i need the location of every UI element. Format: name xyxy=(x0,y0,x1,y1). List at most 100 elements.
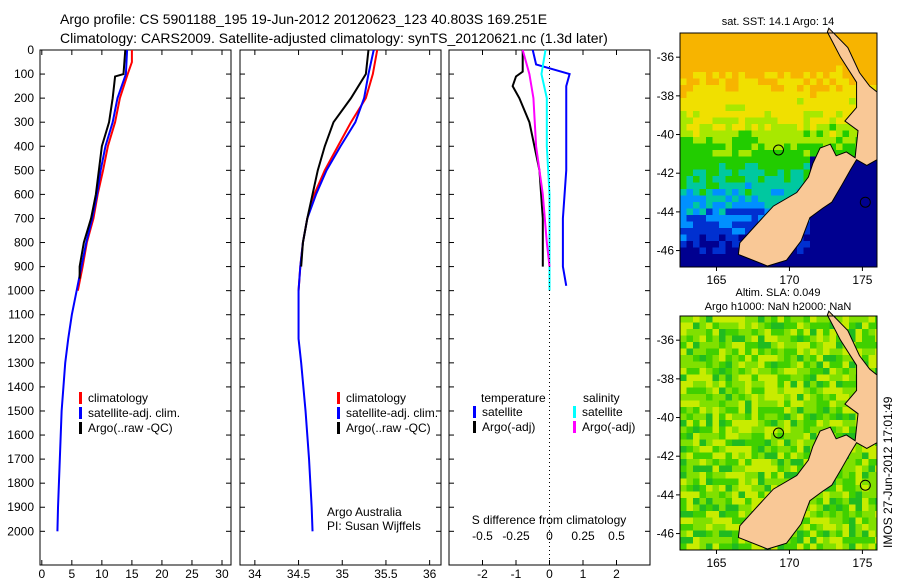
map-cell xyxy=(790,59,798,66)
map-cell xyxy=(693,335,700,343)
legend-label: Argo(..raw -QC) xyxy=(88,421,173,435)
map-cell xyxy=(764,189,772,196)
map-cell xyxy=(725,137,733,144)
map-cell xyxy=(680,137,687,144)
map-cell xyxy=(790,104,798,112)
map-cell xyxy=(751,156,759,164)
map-cell xyxy=(868,202,876,209)
map-cell xyxy=(797,316,804,323)
map-cell xyxy=(784,137,791,144)
map-cell xyxy=(738,368,746,375)
map-cell xyxy=(745,130,752,138)
map-cell xyxy=(816,342,824,349)
map-cell xyxy=(875,335,877,343)
map-cell xyxy=(790,394,798,401)
map-cell xyxy=(725,195,733,203)
map-cell xyxy=(829,111,837,118)
map-cell xyxy=(680,543,687,550)
map-cell xyxy=(764,316,772,323)
map-cell xyxy=(699,260,707,267)
sst-map-title: sat. SST: 14.1 Argo: 14 xyxy=(722,16,835,28)
map-cell xyxy=(771,394,778,401)
map-cell xyxy=(868,517,876,525)
map-cell xyxy=(693,491,700,499)
map-cell xyxy=(732,465,739,473)
map-cell xyxy=(745,459,752,466)
lon-tick-label: 175 xyxy=(852,556,872,570)
map-cell xyxy=(699,537,707,544)
map-cell xyxy=(855,329,863,336)
map-cell xyxy=(719,260,726,267)
map-cell xyxy=(680,342,687,349)
map-cell xyxy=(680,91,687,99)
map-cell xyxy=(680,368,687,375)
map-cell xyxy=(875,202,877,209)
map-cell xyxy=(842,524,850,531)
map-cell xyxy=(862,208,869,216)
map-cell xyxy=(706,413,713,421)
map-cell xyxy=(712,176,720,183)
map-cell xyxy=(712,511,720,518)
map-cell xyxy=(725,530,733,538)
map-cell xyxy=(745,65,752,73)
map-cell xyxy=(738,124,746,131)
map-cell xyxy=(849,33,856,40)
map-cell xyxy=(738,498,746,505)
map-cell xyxy=(725,221,733,229)
map-cell xyxy=(842,504,850,512)
map-cell xyxy=(842,387,850,395)
map-cell xyxy=(823,407,830,414)
map-cell xyxy=(823,504,830,512)
map-cell xyxy=(725,459,733,466)
map-cell xyxy=(790,361,798,369)
map-cell xyxy=(823,355,830,362)
map-cell xyxy=(712,439,720,447)
map-cell xyxy=(758,150,765,157)
map-cell xyxy=(706,342,713,349)
map-cell xyxy=(680,65,687,73)
map-cell xyxy=(803,452,811,460)
map-cell xyxy=(797,85,804,92)
map-cell xyxy=(738,420,746,427)
map-cell xyxy=(842,72,850,79)
map-cell xyxy=(725,537,733,544)
map-cell xyxy=(751,98,759,105)
map-cell xyxy=(823,524,830,531)
series-line-s-argo-adj- xyxy=(521,49,551,267)
map-cell xyxy=(849,335,856,343)
map-cell xyxy=(849,215,856,222)
difference-panel: -2-1012T difference from climatologytemp… xyxy=(448,49,651,585)
map-cell xyxy=(868,215,876,222)
map-cell xyxy=(712,215,720,222)
map-cell xyxy=(719,130,726,138)
map-cell xyxy=(745,39,752,47)
map-cell xyxy=(686,260,694,267)
map-cell xyxy=(823,394,830,401)
map-cell xyxy=(849,537,856,544)
map-cell xyxy=(868,452,876,460)
map-cell xyxy=(790,65,798,73)
map-cell xyxy=(751,426,759,434)
map-cell xyxy=(725,374,733,382)
map-cell xyxy=(738,52,746,60)
map-cell xyxy=(680,524,687,531)
map-cell xyxy=(699,472,707,479)
map-cell xyxy=(771,478,778,486)
map-cell xyxy=(738,316,746,323)
y-tick-label: 1900 xyxy=(7,500,34,514)
map-cell xyxy=(706,124,713,131)
map-cell xyxy=(706,176,713,183)
series-line-satellite-adj-clim- xyxy=(56,49,129,532)
map-cell xyxy=(810,124,817,131)
map-cell xyxy=(686,221,694,229)
map-cell xyxy=(732,530,739,538)
map-cell xyxy=(751,65,759,73)
map-cell xyxy=(790,413,798,421)
map-cell xyxy=(816,215,824,222)
map-cell xyxy=(758,394,765,401)
map-cell xyxy=(686,355,694,362)
legend-label: Argo(-adj) xyxy=(582,420,635,434)
map-cell xyxy=(810,111,817,118)
map-cell xyxy=(849,98,856,105)
map-cell xyxy=(686,163,694,170)
